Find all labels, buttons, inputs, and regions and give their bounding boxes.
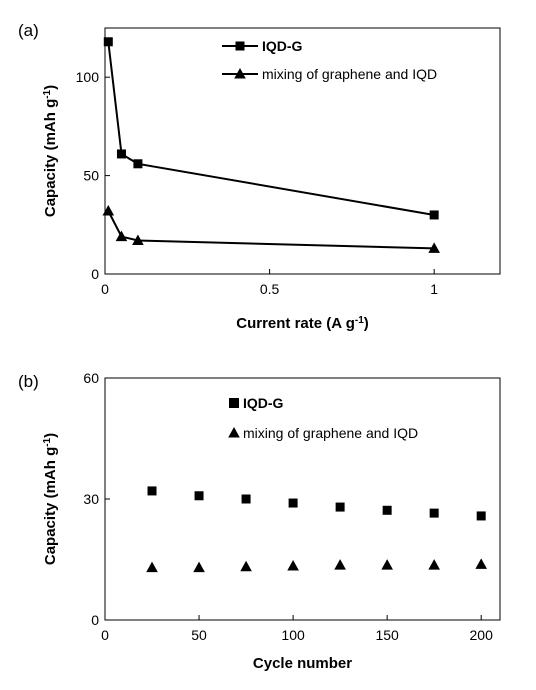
chart-panel-b: (b) 0 30 60 0 50 100 150 200 Cycle number Capacity… <box>18 370 501 672</box>
chart-panel-a: (a) 0 50 100 0 0.5 1 Current rate (A g-1) Capaci… <box>18 21 501 333</box>
y-tick-label: 30 <box>83 491 99 507</box>
series-iqd-g <box>103 37 439 220</box>
plot-frame <box>104 27 501 275</box>
legend-marker <box>229 398 239 408</box>
data-point <box>193 561 205 573</box>
data-point <box>115 230 128 242</box>
legend-label: IQD-G <box>243 395 284 411</box>
data-point <box>146 561 158 573</box>
x-tick-label: 50 <box>191 627 207 643</box>
data-point <box>147 486 157 496</box>
legend-entry: mixing of graphene and IQD <box>228 425 418 441</box>
data-point <box>334 559 346 570</box>
data-point <box>133 159 143 169</box>
legend-marker <box>228 427 240 438</box>
data-point <box>116 149 126 159</box>
data-point <box>240 560 252 572</box>
series-line <box>107 210 435 250</box>
legend-label: mixing of graphene and IQD <box>243 425 418 441</box>
data-point <box>132 234 144 246</box>
panel-label: (b) <box>18 372 39 391</box>
x-tick-label: 1 <box>430 281 438 297</box>
x-axis-label: Current rate (A g-1) <box>236 315 369 333</box>
legend-entry: IQD-G <box>229 395 284 411</box>
data-point <box>103 37 113 47</box>
panel-label: (a) <box>18 21 39 40</box>
y-axis-label: Capacity (mAh g-1) <box>42 433 60 565</box>
x-tick-label: 0.5 <box>260 281 280 297</box>
series-iqd-g <box>147 486 486 521</box>
y-tick-label: 60 <box>83 370 99 386</box>
data-point <box>194 491 204 501</box>
plot-frame <box>104 377 501 621</box>
y-tick-label: 0 <box>91 266 99 282</box>
data-point <box>382 505 392 515</box>
data-point <box>288 498 298 508</box>
legend-label: IQD-G <box>262 38 303 54</box>
data-point <box>429 210 439 220</box>
legend-entry: mixing of graphene and IQD <box>222 66 437 82</box>
legend-marker <box>235 41 245 51</box>
x-tick-label: 0 <box>101 627 109 643</box>
legend-marker <box>234 68 246 79</box>
data-point <box>287 559 299 571</box>
y-axis-label: Capacity (mAh g-1) <box>42 85 60 217</box>
legend-label: mixing of graphene and IQD <box>262 66 437 82</box>
data-point <box>475 558 487 569</box>
legend-entry: IQD-G <box>222 38 303 54</box>
series-mixing <box>102 205 440 253</box>
data-point <box>429 508 439 518</box>
data-point <box>241 494 251 504</box>
x-tick-label: 150 <box>375 627 399 643</box>
x-axis-label: Cycle number <box>253 655 352 672</box>
data-point <box>381 559 393 570</box>
y-tick-label: 100 <box>76 69 100 85</box>
data-point <box>335 502 345 512</box>
y-tick-label: 0 <box>91 612 99 628</box>
data-point <box>428 242 440 253</box>
x-tick-label: 200 <box>470 627 494 643</box>
x-tick-label: 100 <box>281 627 305 643</box>
y-tick-label: 50 <box>83 168 99 184</box>
data-point <box>476 511 486 521</box>
data-point <box>428 559 440 570</box>
data-point <box>102 205 115 216</box>
series-mixing <box>146 558 487 573</box>
series-line <box>107 41 435 216</box>
x-tick-label: 0 <box>101 281 109 297</box>
